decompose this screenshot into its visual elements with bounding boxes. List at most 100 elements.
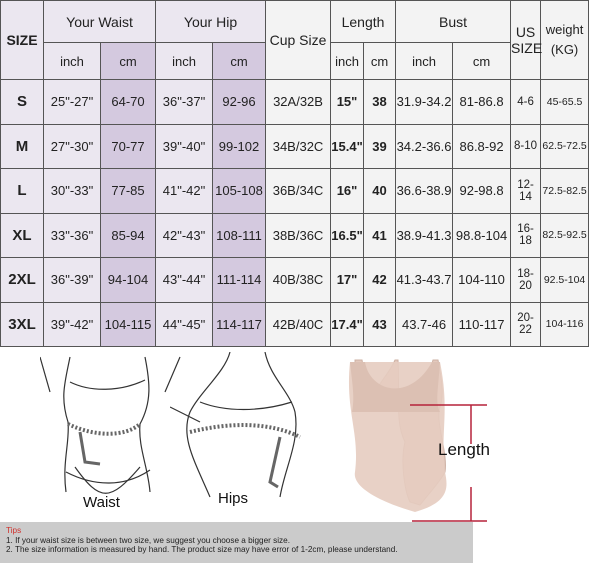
cell-bust-inch: 38.9-41.3 xyxy=(395,212,454,258)
cell-waist-cm: 64-70 xyxy=(99,79,157,125)
header-bust: Bust xyxy=(395,0,512,43)
cell-bust-cm: 98.8-104 xyxy=(452,212,512,258)
cell-waist-inch: 25"-27" xyxy=(43,79,101,125)
table-row-s: S 25"-27" 64-70 36"-37" 92-96 32A/32B 15" 38 31.… xyxy=(0,79,590,125)
cell-hip-cm: 92-96 xyxy=(212,79,267,125)
cell-hip-inch: 36"-37" xyxy=(155,79,214,125)
cell-length-inch: 16.5" xyxy=(330,212,365,258)
cell-size: 3XL xyxy=(0,301,44,347)
subheader-length-cm: cm xyxy=(363,42,397,80)
cell-length-cm: 39 xyxy=(363,123,397,169)
cell-size: S xyxy=(0,79,44,125)
cell-hip-inch: 44"-45" xyxy=(155,301,214,347)
cell-size: L xyxy=(0,168,44,214)
header-weight: weight (KG) xyxy=(540,0,590,80)
cell-hip-inch: 43"-44" xyxy=(155,257,214,303)
cell-weight: 92.5-104 xyxy=(540,257,590,303)
cell-cup-size: 36B/34C xyxy=(265,168,332,214)
waist-measurement-illustration xyxy=(40,356,181,494)
cell-waist-inch: 33"-36" xyxy=(43,212,101,258)
cell-length-inch: 17" xyxy=(330,257,365,303)
cell-waist-inch: 30"-33" xyxy=(43,168,101,214)
cell-hip-cm: 99-102 xyxy=(212,123,267,169)
us-label: US xyxy=(515,24,536,40)
cell-length-cm: 41 xyxy=(363,212,397,258)
cell-us-size: 8-10 xyxy=(510,123,542,169)
cell-cup-size: 32A/32B xyxy=(265,79,332,125)
header-waist: Your Waist xyxy=(42,0,157,43)
cell-bust-cm: 104-110 xyxy=(452,257,512,303)
cell-hip-cm: 108-111 xyxy=(212,212,267,258)
cell-cup-size: 38B/36C xyxy=(265,212,332,258)
cell-bust-inch: 34.2-36.6 xyxy=(395,123,454,169)
cell-waist-cm: 77-85 xyxy=(99,168,157,214)
cell-weight: 62.5-72.5 xyxy=(540,123,590,169)
cell-hip-inch: 42"-43" xyxy=(155,212,214,258)
cell-length-inch: 15.4" xyxy=(330,123,365,169)
subheader-bust-inch: inch xyxy=(395,42,454,80)
cell-waist-inch: 27"-30" xyxy=(43,123,101,169)
cell-hip-cm: 114-117 xyxy=(212,301,267,347)
subheader-length-inch: inch xyxy=(330,42,365,80)
cell-length-cm: 42 xyxy=(363,257,397,303)
cell-weight: 72.5-82.5 xyxy=(540,168,590,214)
cell-size: XL xyxy=(0,212,44,258)
cell-bust-inch: 43.7-46 xyxy=(395,301,454,347)
cell-length-cm: 40 xyxy=(363,168,397,214)
cell-cup-size: 40B/38C xyxy=(265,257,332,303)
hips-measurement-illustration xyxy=(170,352,301,498)
cell-waist-cm: 85-94 xyxy=(99,212,157,258)
subheader-waist-cm: cm xyxy=(99,42,157,80)
length-label: Length xyxy=(438,440,490,459)
hips-label: Hips xyxy=(218,490,249,507)
cell-bust-inch: 31.9-34.2 xyxy=(395,79,454,125)
cell-waist-cm: 94-104 xyxy=(99,257,157,303)
header-cup-size: Cup Size xyxy=(265,0,332,80)
size-label: SIZE xyxy=(511,40,543,56)
subheader-bust-cm: cm xyxy=(452,42,512,80)
weight-label: weight xyxy=(545,22,584,37)
header-size: SIZE xyxy=(0,0,44,80)
cell-waist-inch: 39"-42" xyxy=(43,301,101,347)
table-row-l: L 30"-33" 77-85 41"-42" 105-108 36B/34C 16" 40 3… xyxy=(0,168,590,214)
header-hip: Your Hip xyxy=(155,0,267,43)
cell-length-inch: 15" xyxy=(330,79,365,125)
cell-waist-inch: 36"-39" xyxy=(43,257,101,303)
tips-box: Tips 1. If your waist size is between tw… xyxy=(0,522,473,563)
cell-length-inch: 16" xyxy=(330,168,365,214)
cell-bust-inch: 41.3-43.7 xyxy=(395,257,454,303)
table-row-m: M 27"-30" 70-77 39"-40" 99-102 34B/32C 15.4" 39… xyxy=(0,123,590,169)
kg-label: (KG) xyxy=(550,42,579,57)
cell-us-size: 18-20 xyxy=(510,257,542,303)
tip-2: 2. The size information is measured by h… xyxy=(6,545,398,554)
cell-length-cm: 38 xyxy=(363,79,397,125)
cell-size: 2XL xyxy=(0,257,44,303)
cell-weight: 45-65.5 xyxy=(540,79,590,125)
header-us-size: US SIZE xyxy=(510,0,543,80)
size-chart-table: SIZE Your Waist Your Hip Cup Size Length… xyxy=(0,0,590,347)
tips-title: Tips xyxy=(6,526,22,535)
cell-us-size: 20-22 xyxy=(510,301,542,347)
table-row-3xl: 3XL 39"-42" 104-115 44"-45" 114-117 42B/40C 17… xyxy=(0,301,590,347)
cell-weight: 104-116 xyxy=(540,301,590,347)
cell-us-size: 16-18 xyxy=(510,212,542,258)
table-row-2xl: 2XL 36"-39" 94-104 43"-44" 111-114 40B/38C 17"… xyxy=(0,257,590,303)
subheader-waist-inch: inch xyxy=(43,42,101,80)
cell-hip-cm: 111-114 xyxy=(212,257,267,303)
tip-1: 1. If your waist size is between two siz… xyxy=(6,535,290,545)
cell-length-cm: 43 xyxy=(363,301,397,347)
waist-label: Waist xyxy=(83,494,120,511)
cell-hip-cm: 105-108 xyxy=(212,168,267,214)
bodysuit-length-illustration xyxy=(348,359,487,522)
subheader-hip-cm: cm xyxy=(212,42,267,80)
cell-bust-cm: 110-117 xyxy=(452,301,512,347)
table-row-xl: XL 33"-36" 85-94 42"-43" 108-111 38B/36C 16.5"… xyxy=(0,212,590,258)
cell-length-inch: 17.4" xyxy=(330,301,365,347)
header-length: Length xyxy=(330,0,397,43)
cell-bust-cm: 81-86.8 xyxy=(452,79,512,125)
cell-hip-inch: 41"-42" xyxy=(155,168,214,214)
cell-size: M xyxy=(0,123,44,169)
cell-waist-cm: 70-77 xyxy=(99,123,157,169)
cell-bust-inch: 36.6-38.9 xyxy=(395,168,454,214)
cell-us-size: 12-14 xyxy=(510,168,542,214)
